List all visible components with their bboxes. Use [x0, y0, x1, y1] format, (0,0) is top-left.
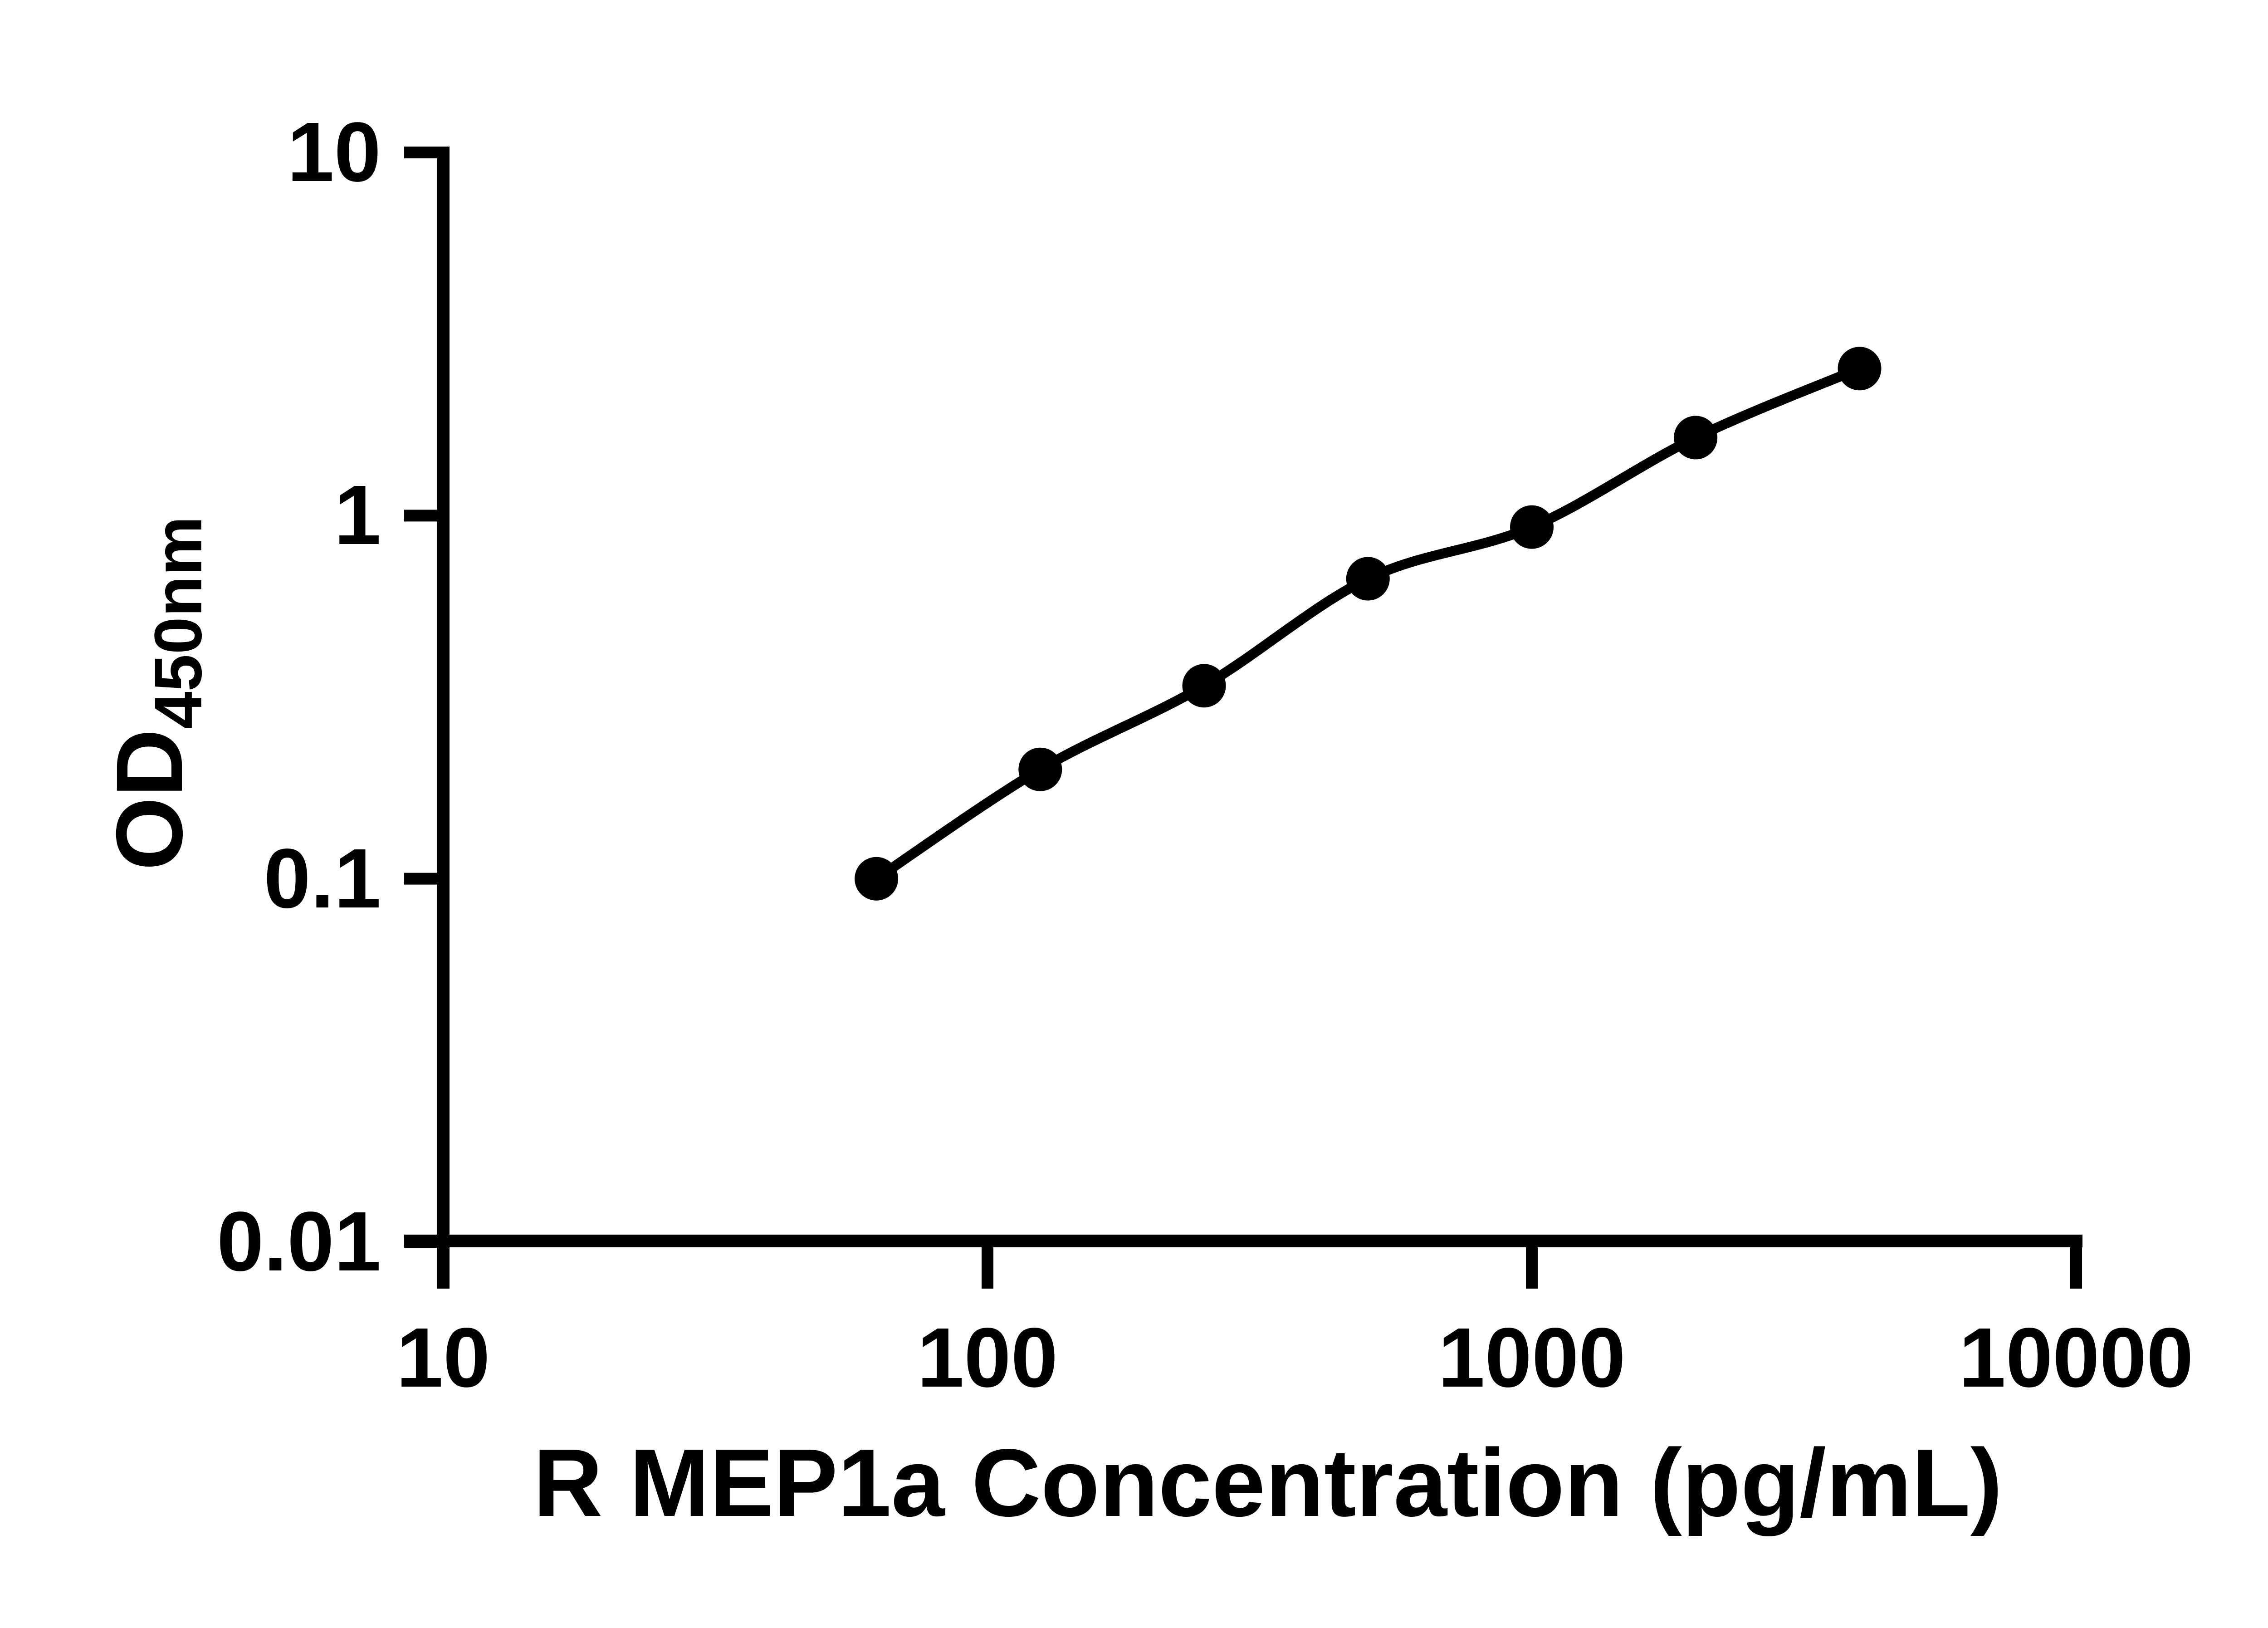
data-point[interactable]: [1838, 347, 1882, 391]
data-point[interactable]: [1018, 747, 1062, 791]
y-axis-tick-label: 0.01: [216, 1195, 381, 1289]
data-point[interactable]: [1346, 557, 1390, 601]
x-axis-tick-label: 10000: [1959, 1311, 2194, 1405]
x-axis-title: R MEP1a Concentration (pg/mL): [533, 1429, 2003, 1536]
y-axis-tick-label: 10: [287, 105, 381, 199]
y-axis-tick-label: 1: [334, 468, 381, 563]
y-axis-tick-label: 0.1: [264, 831, 381, 926]
data-point[interactable]: [1510, 505, 1554, 549]
data-point[interactable]: [1674, 416, 1718, 460]
x-axis-tick-label: 1000: [1438, 1311, 1626, 1405]
x-axis-tick-label: 100: [917, 1311, 1058, 1405]
data-point[interactable]: [1182, 664, 1226, 708]
x-axis-tick-label: 10: [396, 1311, 490, 1405]
data-point[interactable]: [855, 857, 899, 901]
